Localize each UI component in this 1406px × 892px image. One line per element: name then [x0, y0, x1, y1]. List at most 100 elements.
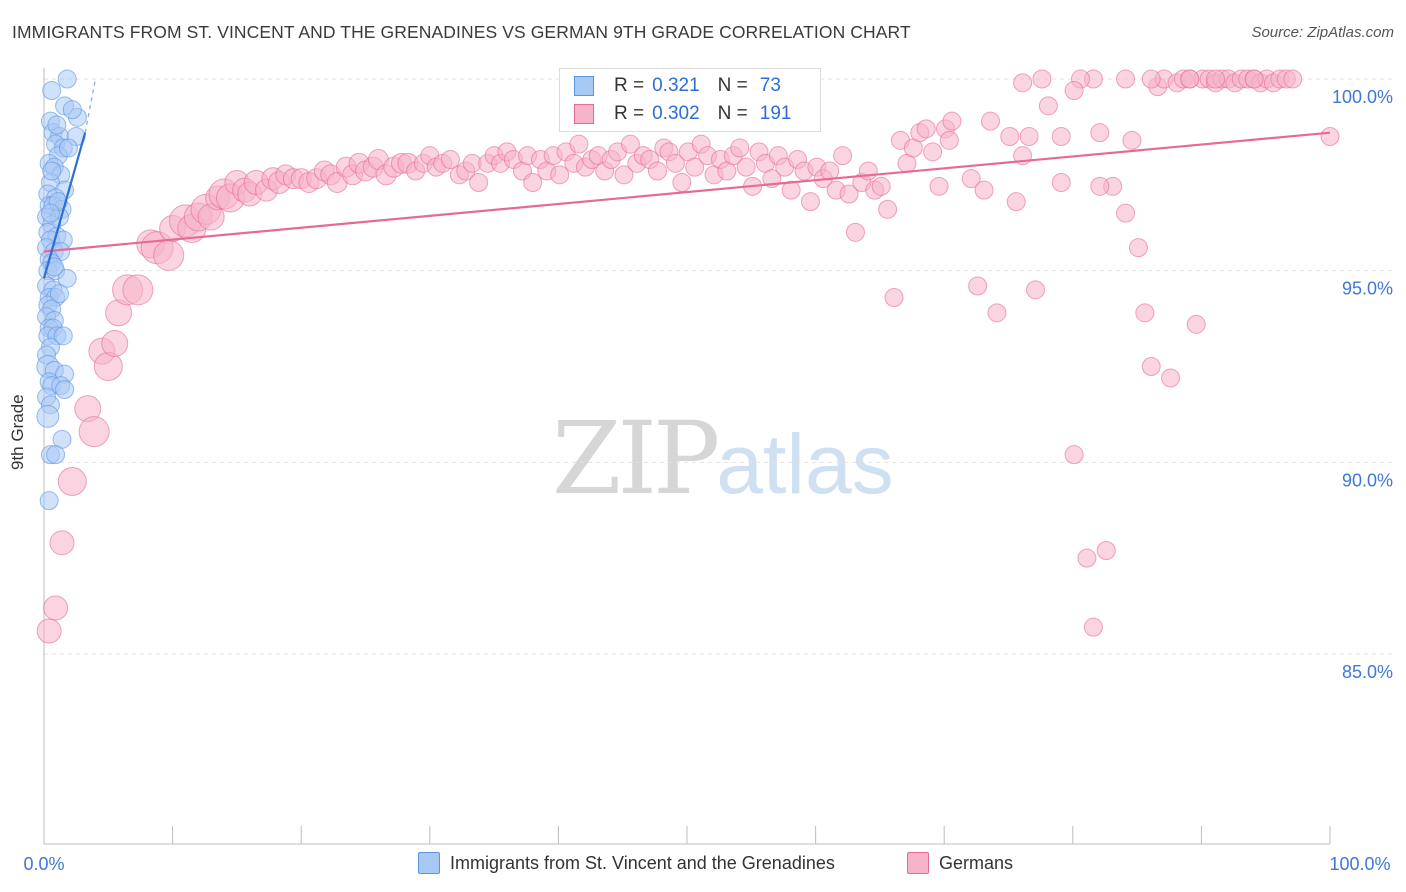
data-point-germans: [961, 169, 981, 189]
legend-item-germans[interactable]: Germans: [907, 852, 1013, 874]
data-point-germans: [569, 134, 589, 154]
data-point-germans: [923, 142, 943, 162]
data-point-germans: [1077, 548, 1097, 568]
data-point-immigrants: [62, 100, 82, 120]
y-tick-label: 85.0%: [1342, 662, 1393, 682]
data-point-germans: [942, 111, 962, 131]
chart-title: IMMIGRANTS FROM ST. VINCENT AND THE GREN…: [12, 22, 911, 42]
data-point-germans: [440, 150, 460, 169]
data-point-germans: [1122, 130, 1142, 150]
stats-r-label: R =: [614, 75, 645, 96]
legend-swatch-blue: [418, 852, 440, 874]
data-point-germans: [1000, 127, 1020, 146]
data-point-germans: [884, 288, 904, 307]
x-tick-label: 0.0%: [23, 854, 64, 874]
legend-swatch-pink: [907, 852, 929, 874]
data-point-germans: [833, 146, 853, 166]
data-point-germans: [916, 119, 936, 139]
data-point-germans: [122, 274, 154, 306]
data-point-immigrants: [36, 404, 60, 428]
data-point-immigrants: [53, 326, 73, 346]
data-point-germans: [1090, 176, 1110, 196]
data-point-germans: [614, 165, 634, 185]
data-point-germans: [101, 330, 129, 357]
stats-swatch-pink: [574, 104, 594, 124]
data-point-germans: [1026, 280, 1046, 300]
data-point-germans: [1186, 314, 1206, 334]
data-point-germans: [57, 467, 87, 496]
data-point-germans: [845, 222, 865, 242]
data-point-germans: [153, 239, 185, 271]
data-point-germans: [878, 199, 898, 219]
data-point-germans: [974, 180, 994, 200]
stats-n-label: N =: [717, 103, 748, 124]
data-point-germans: [1135, 303, 1155, 323]
data-point-immigrants: [42, 81, 62, 100]
data-point-germans: [1051, 173, 1071, 192]
data-point-immigrants: [55, 380, 75, 399]
data-point-immigrants: [49, 284, 69, 304]
watermark: ZIPatlas: [552, 400, 894, 517]
data-point-immigrants: [58, 138, 78, 158]
watermark-atlas: atlas: [716, 417, 894, 511]
trendline-immigrants: [42, 132, 87, 279]
data-point-germans: [1116, 203, 1136, 223]
data-point-germans: [1116, 69, 1136, 89]
data-point-immigrants: [57, 69, 77, 89]
data-point-germans: [929, 176, 949, 196]
data-point-germans: [1161, 368, 1181, 388]
data-point-germans: [1206, 69, 1226, 89]
y-tick-label: 95.0%: [1342, 279, 1393, 299]
watermark-zip: ZIP: [552, 400, 720, 517]
data-point-germans: [685, 157, 705, 177]
data-point-germans: [1244, 69, 1264, 89]
data-point-germans: [1096, 541, 1116, 560]
y-tick-label: 90.0%: [1342, 470, 1393, 490]
data-point-germans: [1038, 96, 1058, 116]
data-point-germans: [730, 138, 750, 158]
data-point-germans: [43, 595, 69, 621]
data-point-germans: [1180, 69, 1200, 89]
data-point-germans: [736, 157, 756, 177]
data-point-germans: [858, 161, 878, 181]
data-point-germans: [1320, 127, 1340, 146]
legend-item-immigrants[interactable]: Immigrants from St. Vincent and the Gren…: [418, 852, 835, 874]
data-point-germans: [93, 352, 123, 381]
stats-r-value: 0.321: [652, 75, 700, 96]
data-point-germans: [820, 161, 840, 181]
stats-n-value: 73: [759, 75, 781, 96]
x-tick-label: 100.0%: [1329, 854, 1390, 874]
data-point-germans: [1283, 69, 1303, 89]
data-point-germans: [49, 530, 75, 556]
stats-n-value: 191: [759, 103, 792, 124]
stats-row-germans: R = 0.302 N = 191: [574, 101, 791, 127]
data-point-germans: [1064, 81, 1084, 100]
data-point-germans: [665, 153, 685, 173]
data-point-germans: [1141, 357, 1161, 376]
data-point-immigrants: [39, 491, 59, 511]
data-point-germans: [1083, 617, 1103, 637]
data-point-immigrants: [44, 257, 64, 277]
data-point-immigrants: [47, 115, 67, 135]
source-credit: Source: ZipAtlas.com: [1251, 24, 1394, 41]
data-point-germans: [620, 134, 640, 154]
data-point-germans: [1141, 69, 1161, 89]
data-point-germans: [1006, 192, 1026, 212]
data-point-germans: [980, 111, 1000, 131]
stats-swatch-blue: [574, 76, 594, 96]
data-point-germans: [781, 180, 801, 200]
data-point-germans: [839, 184, 859, 204]
stats-n-label: N =: [717, 75, 748, 96]
data-point-germans: [1013, 73, 1033, 93]
data-point-germans: [1019, 127, 1039, 146]
stats-row-immigrants: R = 0.321 N = 73: [574, 73, 781, 99]
data-point-germans: [469, 173, 489, 192]
data-point-immigrants: [57, 268, 77, 288]
stats-box: R = 0.321 N = 73 R = 0.302 N = 191: [559, 68, 821, 132]
data-point-germans: [550, 165, 570, 185]
stats-r-label: R =: [614, 103, 645, 124]
data-point-immigrants: [40, 203, 60, 223]
y-tick-label: 100.0%: [1332, 87, 1393, 107]
data-point-germans: [800, 192, 820, 212]
